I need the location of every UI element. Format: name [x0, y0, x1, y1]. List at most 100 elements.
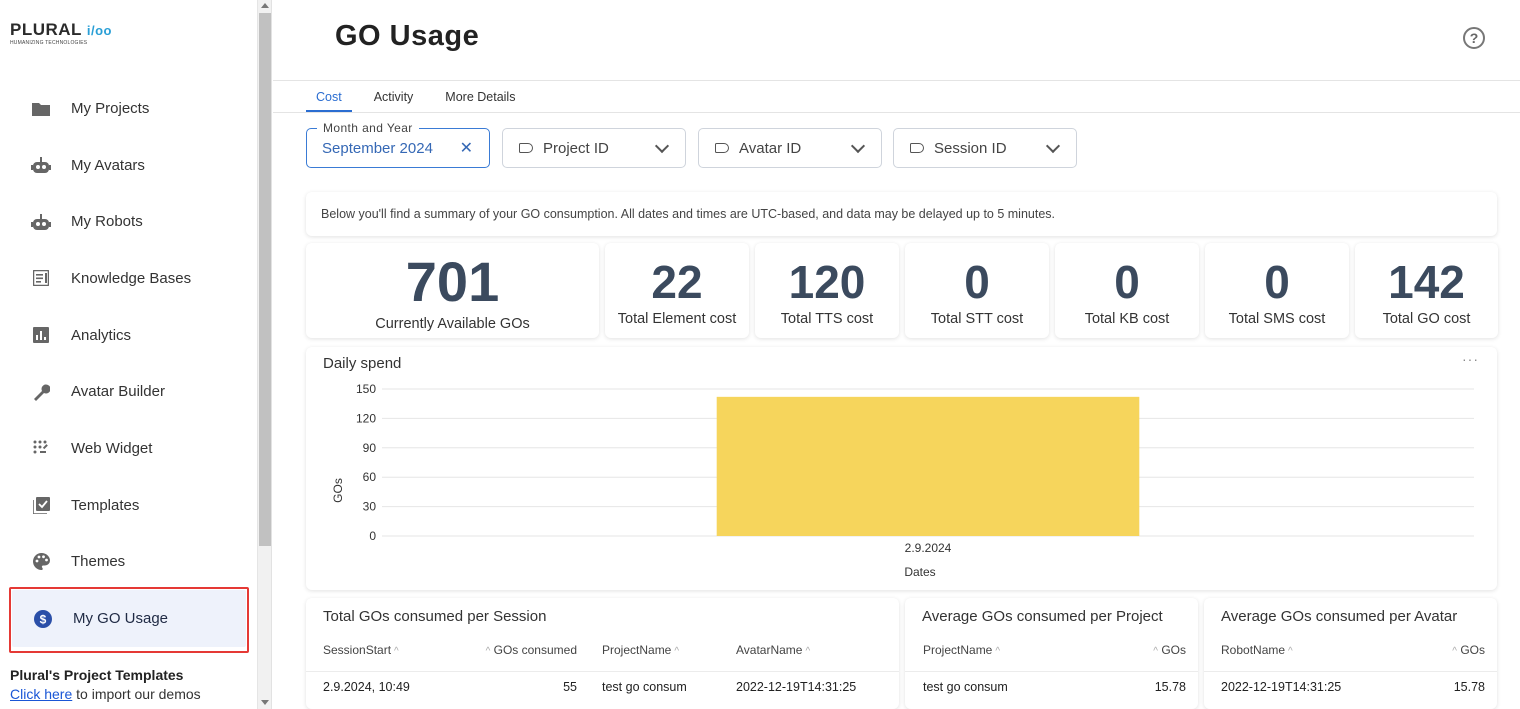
row-divider — [905, 671, 1198, 672]
stat-sms-cost: 0 Total SMS cost — [1205, 243, 1349, 338]
chevron-down-icon — [850, 138, 866, 154]
sidebar-item-label: My Avatars — [71, 156, 145, 174]
daily-spend-chart: Daily spend ··· 0 30 60 90 120 150 2.9.2024 Dat… — [306, 347, 1497, 590]
sort-icon[interactable]: ^ — [394, 646, 399, 657]
sidebar-item-web-widget[interactable]: Web Widget — [10, 420, 248, 477]
cell-project-name: test go consum — [923, 680, 1008, 694]
stat-value: 120 — [788, 256, 866, 308]
logo-suffix: i/oo — [86, 23, 112, 38]
stat-value: 22 — [651, 256, 703, 308]
cell-gos: 15.78 — [1154, 680, 1186, 694]
sort-icon[interactable]: ^ — [995, 646, 1001, 657]
widget-grid-icon — [30, 437, 52, 459]
stat-kb-cost: 0 Total KB cost — [1055, 243, 1199, 338]
stat-value: 701 — [405, 250, 500, 313]
column-header-session-start[interactable]: SessionStart ^ — [323, 643, 399, 657]
help-circle-icon[interactable]: ? — [1463, 27, 1485, 49]
project-id-label: Project ID — [543, 139, 609, 157]
y-tick-label: 150 — [356, 382, 376, 396]
sidebar-item-label: Themes — [71, 553, 126, 571]
info-notice: Below you'll find a summary of your GO c… — [306, 192, 1497, 236]
sidebar-item-themes[interactable]: Themes — [10, 534, 248, 591]
tab-cost[interactable]: Cost — [306, 87, 352, 112]
logo-tagline: HUMANIZING TECHNOLOGIES — [10, 40, 88, 46]
sort-icon[interactable]: ^ — [1452, 646, 1457, 657]
tab-bar: Cost Activity More Details — [306, 87, 537, 112]
avatar-id-select[interactable]: Avatar ID — [698, 128, 882, 168]
stat-value: 0 — [1114, 256, 1140, 308]
column-header-project-name[interactable]: ProjectName ^ — [602, 643, 680, 657]
sort-icon[interactable]: ^ — [674, 646, 680, 657]
dollar-circle-icon: $ — [32, 608, 54, 630]
sidebar-item-label: Web Widget — [71, 439, 153, 457]
tab-activity[interactable]: Activity — [373, 90, 414, 104]
stat-label: Total STT cost — [930, 311, 1024, 327]
template-check-icon — [30, 494, 52, 516]
templates-line: Click here to import our demos — [10, 686, 201, 702]
more-options-icon[interactable]: ··· — [1462, 351, 1479, 367]
sidebar-item-templates[interactable]: Templates — [10, 477, 248, 534]
sort-icon[interactable]: ^ — [1153, 646, 1158, 657]
scroll-up-arrow-icon[interactable] — [261, 3, 269, 8]
robot-icon — [30, 154, 52, 176]
sidebar-nav: My Projects My Avatars My Robots Knowled… — [10, 80, 248, 647]
column-header-avatar-name[interactable]: AvatarName ^ — [736, 643, 811, 657]
svg-text:$: $ — [40, 612, 47, 626]
project-templates: Plural's Project Templates Click here to… — [10, 667, 201, 702]
label-tag-icon — [715, 143, 729, 153]
column-header-robot-name[interactable]: RobotName ^ — [1221, 643, 1293, 657]
cell-gos-consumed: 55 — [563, 680, 577, 694]
x-tick-label: 2.9.2024 — [905, 541, 952, 555]
logo[interactable]: PLURAL i/oo HUMANIZING TECHNOLOGIES — [10, 20, 120, 50]
sidebar-item-label: Analytics — [71, 326, 132, 344]
sidebar-item-knowledge-bases[interactable]: Knowledge Bases — [10, 250, 248, 307]
avatar-id-label: Avatar ID — [739, 139, 802, 157]
templates-suffix: to import our demos — [72, 686, 201, 702]
sidebar-scrollbar[interactable] — [258, 0, 272, 709]
column-header-gos[interactable]: ^ GOs — [1153, 643, 1186, 657]
project-id-select[interactable]: Project ID — [502, 128, 686, 168]
sidebar-item-my-projects[interactable]: My Projects — [10, 80, 248, 137]
stat-label: Total GO cost — [1382, 311, 1471, 327]
stat-label: Total Element cost — [617, 311, 737, 327]
stat-total-go-cost: 142 Total GO cost — [1355, 243, 1498, 338]
y-tick-label: 120 — [356, 411, 376, 425]
logo-wordmark: PLURAL i/oo — [10, 20, 112, 39]
sidebar-item-avatar-builder[interactable]: Avatar Builder — [10, 363, 248, 420]
month-year-label: Month and Year — [317, 121, 419, 135]
scroll-down-arrow-icon[interactable] — [261, 700, 269, 705]
stat-available-gos: 701 Currently Available GOs — [306, 243, 599, 338]
cell-avatar-name: 2022-12-19T14:31:25 — [736, 680, 857, 694]
scrollbar-thumb[interactable] — [259, 13, 271, 546]
column-header-gos[interactable]: ^ GOs — [1452, 643, 1485, 657]
column-header-project-name[interactable]: ProjectName ^ — [923, 643, 1001, 657]
stat-label: Total KB cost — [1084, 311, 1170, 327]
month-year-value: September 2024 — [322, 139, 433, 157]
chevron-down-icon — [1045, 138, 1061, 154]
sort-icon[interactable]: ^ — [805, 646, 811, 657]
sidebar-item-my-go-usage[interactable]: $ My GO Usage — [12, 590, 246, 647]
y-tick-label: 0 — [369, 529, 376, 543]
stat-label: Currently Available GOs — [375, 316, 530, 332]
page-title: GO Usage — [335, 20, 480, 52]
session-id-select[interactable]: Session ID — [893, 128, 1077, 168]
sort-icon[interactable]: ^ — [1288, 646, 1293, 657]
sidebar-item-analytics[interactable]: Analytics — [10, 307, 248, 364]
month-year-picker[interactable]: Month and Year September 2024 ✕ — [306, 121, 490, 168]
label-tag-icon — [910, 143, 924, 153]
sidebar-item-my-avatars[interactable]: My Avatars — [10, 137, 248, 194]
tab-more-details[interactable]: More Details — [445, 90, 516, 104]
palette-icon — [30, 551, 52, 573]
sort-icon[interactable]: ^ — [485, 646, 491, 657]
stat-label: Total SMS cost — [1228, 311, 1326, 327]
wrench-icon — [30, 381, 52, 403]
column-header-gos-consumed[interactable]: ^ GOs consumed — [485, 643, 577, 657]
sidebar-item-label: My GO Usage — [73, 610, 169, 628]
row-divider — [306, 671, 899, 672]
sidebar-item-my-robots[interactable]: My Robots — [10, 193, 248, 250]
clear-icon[interactable]: ✕ — [459, 140, 473, 157]
table-title: Average GOs consumed per Avatar — [1221, 608, 1458, 625]
cell-gos: 15.78 — [1453, 680, 1485, 694]
import-demos-link[interactable]: Click here — [10, 686, 73, 702]
bar-chart-icon — [30, 324, 52, 346]
